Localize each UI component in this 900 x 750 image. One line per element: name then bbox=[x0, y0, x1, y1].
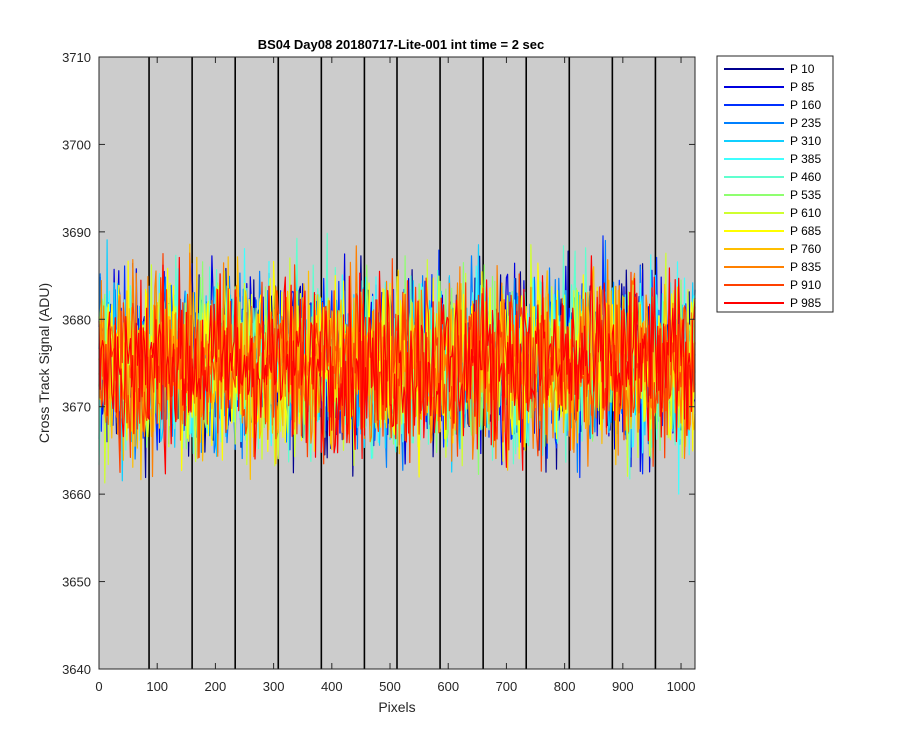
y-tick-label-7: 3710 bbox=[62, 50, 91, 65]
x-tick-label-5: 500 bbox=[379, 679, 401, 694]
x-tick-label-9: 900 bbox=[612, 679, 634, 694]
y-tick-label-2: 3660 bbox=[62, 487, 91, 502]
x-tick-label-3: 300 bbox=[263, 679, 285, 694]
legend-label-0: P 10 bbox=[790, 62, 815, 76]
x-tick-label-1: 100 bbox=[146, 679, 168, 694]
legend-label-9: P 685 bbox=[790, 224, 821, 238]
legend: P 10 P 85 P 160 P 235 P 310 P 385 P 460 P 535 P … bbox=[716, 55, 834, 313]
series-lines bbox=[98, 232, 696, 495]
legend-label-3: P 235 bbox=[790, 116, 821, 130]
chart-title: BS04 Day08 20180717-Lite-001 int time = … bbox=[258, 37, 545, 52]
x-tick-label-0: 0 bbox=[95, 679, 102, 694]
legend-label-10: P 760 bbox=[790, 242, 821, 256]
x-tick-label-8: 800 bbox=[554, 679, 576, 694]
y-tick-label-6: 3700 bbox=[62, 137, 91, 152]
legend-label-6: P 460 bbox=[790, 170, 821, 184]
legend-label-7: P 535 bbox=[790, 188, 821, 202]
plot-frame bbox=[98, 56, 696, 670]
x-axis-label: Pixels bbox=[378, 699, 415, 715]
legend-label-8: P 610 bbox=[790, 206, 821, 220]
series-line-p985 bbox=[98, 255, 696, 475]
series-line-p835 bbox=[98, 245, 696, 478]
x-tick-label-2: 200 bbox=[205, 679, 227, 694]
y-tick-label-0: 3640 bbox=[62, 662, 91, 677]
legend-label-5: P 385 bbox=[790, 152, 821, 166]
legend-box bbox=[716, 55, 834, 313]
legend-label-1: P 85 bbox=[790, 80, 815, 94]
x-axis: 0 100 200 300 400 500 600 700 800 900 1000 bbox=[95, 57, 695, 694]
legend-label-12: P 910 bbox=[790, 278, 821, 292]
y-tick-label-3: 3670 bbox=[62, 400, 91, 415]
y-tick-label-4: 3680 bbox=[62, 312, 91, 327]
y-axis-label: Cross Track Signal (ADU) bbox=[36, 283, 52, 443]
legend-label-11: P 835 bbox=[790, 260, 821, 274]
legend-label-2: P 160 bbox=[790, 98, 821, 112]
y-tick-label-5: 3690 bbox=[62, 225, 91, 240]
legend-label-4: P 310 bbox=[790, 134, 821, 148]
x-tick-label-10: 1000 bbox=[667, 679, 696, 694]
x-tick-label-4: 400 bbox=[321, 679, 343, 694]
legend-label-13: P 985 bbox=[790, 296, 821, 310]
x-tick-label-6: 600 bbox=[437, 679, 459, 694]
y-axis: 3640 3650 3660 3670 3680 3690 3700 3710 bbox=[62, 50, 695, 677]
x-tick-label-7: 700 bbox=[496, 679, 518, 694]
y-tick-label-1: 3650 bbox=[62, 575, 91, 590]
